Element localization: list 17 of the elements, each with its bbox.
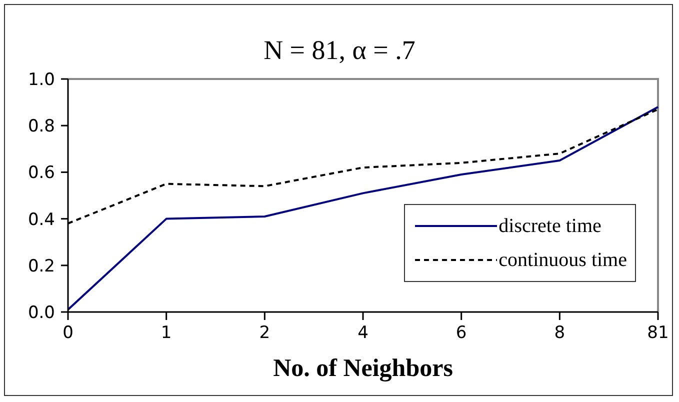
x-tick-label: 2 (259, 323, 270, 344)
y-tick-label: 0.2 (28, 256, 55, 276)
y-tick-label: 0.8 (28, 116, 55, 137)
x-axis-title: No. of Neighbors (272, 354, 454, 384)
x-tick-label: 8 (554, 323, 566, 344)
y-tick-label: 0.0 (28, 303, 55, 324)
y-tick-label: 0.6 (28, 163, 55, 184)
x-tick-label: 1 (160, 323, 172, 344)
x-tick-label: 81 (647, 323, 669, 344)
chart-title: N = 81, α = .7 (262, 34, 416, 66)
legend-label: discrete time (498, 214, 602, 239)
y-tick-label: 0.4 (28, 210, 55, 230)
x-tick-label: 0 (62, 323, 74, 344)
legend-label: continuous time (498, 248, 627, 273)
x-tick-label: 6 (456, 323, 467, 344)
y-tick-label: 1.0 (28, 70, 55, 90)
x-tick-label: 4 (358, 323, 368, 344)
